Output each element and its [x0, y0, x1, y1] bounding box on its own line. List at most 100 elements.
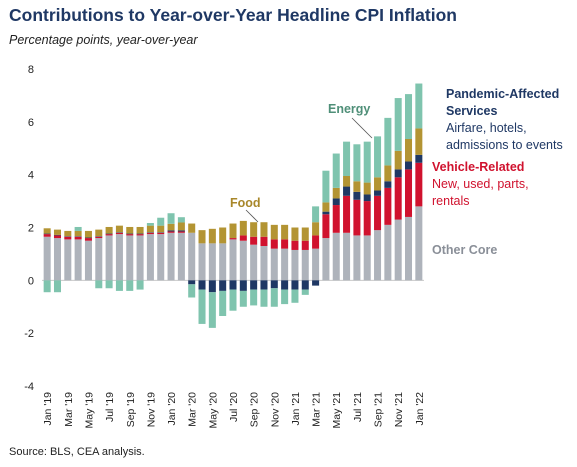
bar-segment-pandemic-affected-services: [146, 232, 154, 233]
bar-segment-energy: [343, 141, 351, 176]
bar-segment-pandemic-affected-services: [281, 280, 289, 290]
bar-segment-pandemic-affected-services: [53, 234, 61, 236]
bar-segment-energy: [312, 206, 320, 223]
bar-segment-energy: [394, 98, 402, 151]
bar-segment-pandemic-affected-services: [291, 280, 299, 290]
y-tick-label: 8: [28, 64, 34, 76]
bar-segment-other-core: [322, 238, 330, 281]
bar-segment-vehicle-related: [95, 236, 103, 239]
annotation-pandemic-title-2: Services: [446, 104, 498, 118]
bar-segment-vehicle-related: [353, 199, 361, 236]
bar-segment-other-core: [332, 232, 340, 281]
bar-segment-food: [270, 224, 278, 240]
bar-segment-vehicle-related: [167, 231, 175, 233]
bar-segment-vehicle-related: [84, 238, 92, 241]
bar-segment-pandemic-affected-services: [384, 181, 392, 188]
bar-segment-other-core: [260, 245, 268, 281]
bar-segment-energy: [405, 94, 413, 140]
bar-segment-other-core: [188, 232, 196, 281]
x-tick-label: May '20: [207, 392, 219, 429]
x-tick-label: Sep '21: [373, 392, 385, 427]
x-tick-label: Sep '19: [125, 392, 137, 427]
bar-segment-other-core: [312, 248, 320, 281]
bar-segment-food: [74, 230, 82, 237]
y-tick-label: 0: [28, 275, 34, 287]
bar-segment-other-core: [415, 206, 423, 281]
bar-segment-pandemic-affected-services: [64, 236, 72, 237]
bar-segment-energy: [281, 289, 289, 305]
bar-segment-food: [53, 229, 61, 235]
bar-segment-food: [260, 222, 268, 237]
bar-segment-other-core: [115, 234, 123, 281]
bar-segment-pandemic-affected-services: [95, 236, 103, 237]
annotation-pandemic-title-1: Pandemic-Affected: [446, 87, 560, 101]
y-tick-label: 2: [28, 223, 34, 235]
food-leader-line: [245, 209, 259, 223]
bar-segment-other-core: [405, 216, 413, 281]
bar-segment-vehicle-related: [312, 235, 320, 249]
bar-segment-pandemic-affected-services: [115, 232, 123, 233]
bar-segment-pandemic-affected-services: [84, 237, 92, 239]
bar-segment-pandemic-affected-services: [74, 236, 82, 237]
bar-segment-energy: [322, 170, 330, 203]
bar-segment-energy: [332, 153, 340, 188]
bar-segment-vehicle-related: [281, 239, 289, 249]
bar-segment-energy: [301, 289, 309, 295]
bar-segment-vehicle-related: [291, 240, 299, 250]
bar-segment-energy: [353, 144, 361, 182]
bar-segment-pandemic-affected-services: [343, 186, 351, 196]
bar-segment-pandemic-affected-services: [353, 191, 361, 200]
x-tick-label: May '19: [83, 392, 95, 429]
bar-segment-food: [115, 225, 123, 233]
bar-segment-pandemic-affected-services: [43, 233, 51, 235]
bar-segment-food: [208, 228, 216, 244]
bar-segment-food: [394, 150, 402, 170]
bar-segment-pandemic-affected-services: [260, 280, 268, 290]
bar-segment-vehicle-related: [415, 162, 423, 207]
bar-segment-vehicle-related: [322, 214, 330, 239]
bar-segment-energy: [95, 280, 103, 289]
bar-segment-vehicle-related: [74, 236, 82, 240]
bar-segment-energy: [188, 284, 196, 298]
bar-segment-other-core: [126, 235, 134, 281]
bar-segment-other-core: [301, 249, 309, 281]
bar-segment-pandemic-affected-services: [105, 233, 113, 235]
x-tick-label: Jan '22: [414, 392, 426, 426]
bar-segment-energy: [239, 290, 247, 307]
y-tick-label: -4: [24, 381, 34, 393]
bar-segment-vehicle-related: [384, 187, 392, 225]
bar-segment-vehicle-related: [374, 195, 382, 231]
annotation-other-core: Other Core: [432, 243, 498, 257]
bar-segment-food: [157, 225, 165, 233]
bar-segment-food: [250, 222, 258, 237]
bar-segment-pandemic-affected-services: [332, 198, 340, 206]
bar-segment-food: [353, 181, 361, 192]
annotation-pandemic: Pandemic-Affected Services Airfare, hote…: [446, 86, 563, 154]
annotation-vehicle-desc-1: New, used, parts,: [432, 177, 529, 191]
x-tick-label: Jul '19: [104, 392, 116, 422]
bar-segment-other-core: [229, 239, 237, 281]
bar-segment-other-core: [105, 235, 113, 281]
bar-segment-energy: [219, 290, 227, 316]
annotation-vehicle-title: Vehicle-Related: [432, 160, 525, 174]
bar-segment-pandemic-affected-services: [229, 280, 237, 290]
y-tick-label: 4: [28, 170, 34, 182]
x-tick-label: Nov '20: [269, 392, 281, 427]
bar-segment-food: [95, 229, 103, 237]
bar-segment-food: [343, 175, 351, 187]
y-tick-label: -2: [24, 328, 34, 340]
chart-title: Contributions to Year-over-Year Headline…: [9, 5, 457, 25]
bar-segment-vehicle-related: [229, 238, 237, 240]
bar-segment-pandemic-affected-services: [250, 280, 258, 290]
bar-segment-food: [167, 223, 175, 231]
bar-segment-other-core: [177, 232, 185, 281]
bar-segment-energy: [363, 141, 371, 183]
bar-segment-vehicle-related: [343, 195, 351, 233]
bar-segment-food: [188, 223, 196, 233]
bar-segment-energy: [229, 289, 237, 311]
bar-segment-vehicle-related: [260, 236, 268, 246]
x-tick-label: Nov '21: [393, 392, 405, 427]
bar-segment-pandemic-affected-services: [219, 280, 227, 291]
bar-segment-food: [146, 225, 154, 233]
bar-segment-pandemic-affected-services: [405, 161, 413, 170]
